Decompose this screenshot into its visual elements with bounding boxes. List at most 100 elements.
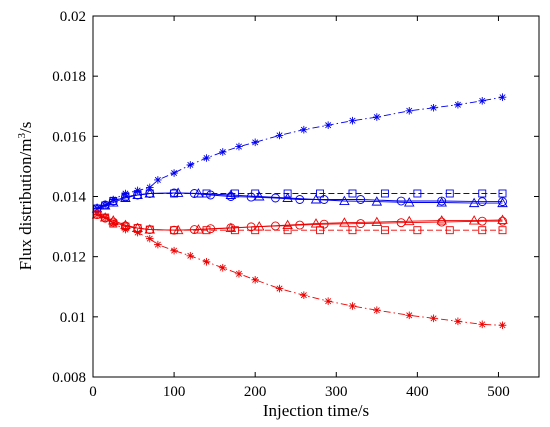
data-point-asterisk [454, 100, 462, 109]
series-line [96, 192, 503, 209]
data-point-asterisk [154, 176, 162, 184]
data-point-triangle [172, 224, 184, 235]
series-blue-triangle [91, 187, 508, 213]
data-point-circle [319, 219, 329, 229]
data-point-square [380, 226, 389, 235]
data-point-circle [477, 216, 487, 226]
x-tick-label: 200 [244, 384, 267, 400]
data-point-square [478, 226, 487, 235]
data-point-asterisk [133, 228, 142, 237]
plot-series [91, 93, 508, 330]
series-red-triangle [91, 209, 508, 235]
data-point-circle [295, 195, 305, 204]
data-point-asterisk [202, 154, 211, 162]
data-point-asterisk [218, 263, 227, 272]
x-tick-label: 0 [89, 384, 97, 400]
data-point-triangle [120, 219, 131, 230]
data-point-asterisk [324, 297, 332, 305]
data-point-square [380, 189, 389, 198]
data-point-square [283, 226, 292, 235]
data-point-triangle [120, 192, 131, 202]
data-point-square [316, 189, 325, 198]
data-point-asterisk [429, 314, 438, 323]
data-point-triangle [310, 194, 322, 204]
data-point-asterisk [300, 125, 308, 134]
data-point-triangle [436, 197, 447, 207]
data-point-triangle [193, 188, 204, 198]
data-point-triangle [310, 218, 322, 228]
data-point-triangle [108, 215, 119, 225]
data-point-asterisk [93, 204, 101, 213]
data-point-square [498, 189, 507, 198]
data-point-asterisk [186, 161, 195, 169]
data-point-triangle [497, 214, 508, 224]
y-tick-label: 0.01 [60, 310, 86, 326]
series-line [96, 96, 503, 209]
data-point-triangle [132, 222, 143, 233]
data-point-asterisk [348, 302, 357, 310]
data-point-asterisk [109, 195, 118, 204]
data-point-triangle [339, 195, 350, 205]
data-point-asterisk [145, 183, 154, 192]
data-point-asterisk [218, 148, 227, 156]
data-point-asterisk [235, 270, 243, 278]
data-point-triangle [282, 192, 293, 202]
data-point-circle [206, 190, 216, 200]
data-point-triangle [225, 222, 237, 233]
series-line [96, 214, 503, 326]
data-point-square [498, 226, 507, 235]
data-point-circle [437, 217, 447, 227]
data-point-asterisk [348, 116, 357, 125]
data-point-asterisk [186, 251, 195, 260]
y-tick-label: 0.014 [52, 190, 86, 206]
data-point-asterisk [275, 131, 284, 140]
data-point-circle [396, 196, 406, 206]
y-axis-ticks: 0.008 0.01 0.012 0.014 0.016 0.018 0.02 [52, 9, 539, 386]
data-point-asterisk [478, 320, 487, 329]
data-point-triangle [144, 188, 156, 198]
data-point-triangle [253, 191, 265, 201]
data-point-square [445, 226, 454, 235]
data-point-triangle [91, 209, 103, 219]
data-point-asterisk [405, 311, 414, 320]
data-point-triangle [225, 189, 237, 199]
y-tick-label: 0.012 [52, 250, 86, 266]
data-point-triangle [371, 196, 383, 206]
data-point-triangle [497, 197, 508, 208]
series-line [96, 192, 503, 209]
data-point-circle [437, 196, 447, 206]
y-axis-title-main: Flux distribution/m [16, 139, 35, 271]
data-point-square [348, 189, 357, 198]
x-axis-ticks: 0 100 200 300 400 500 [89, 16, 510, 400]
data-point-circle [356, 195, 366, 204]
data-point-asterisk [300, 291, 308, 299]
y-axis-title-superscript: 3 [16, 133, 28, 139]
data-point-circle [226, 192, 236, 201]
data-point-circle [356, 219, 366, 229]
data-point-asterisk [275, 284, 284, 293]
y-tick-label: 0.016 [52, 129, 86, 145]
data-point-square [413, 189, 422, 198]
data-point-asterisk [170, 169, 178, 177]
data-point-asterisk [373, 113, 381, 121]
data-point-triangle [99, 212, 111, 222]
data-point-triangle [172, 187, 184, 197]
data-point-asterisk [202, 257, 211, 266]
data-point-circle [396, 218, 406, 228]
data-point-asterisk [145, 234, 154, 243]
data-point-square [413, 226, 422, 235]
x-tick-label: 500 [487, 384, 510, 400]
data-point-asterisk [373, 306, 381, 315]
series-line [96, 214, 503, 231]
data-point-square [283, 189, 292, 198]
data-point-triangle [339, 217, 350, 227]
data-point-asterisk [454, 317, 462, 326]
data-point-triangle [282, 219, 293, 230]
x-tick-label: 400 [406, 384, 429, 400]
series-blue-asterisk [93, 93, 507, 213]
data-point-square [348, 226, 357, 235]
data-point-triangle [108, 197, 119, 207]
data-point-triangle [253, 221, 265, 231]
